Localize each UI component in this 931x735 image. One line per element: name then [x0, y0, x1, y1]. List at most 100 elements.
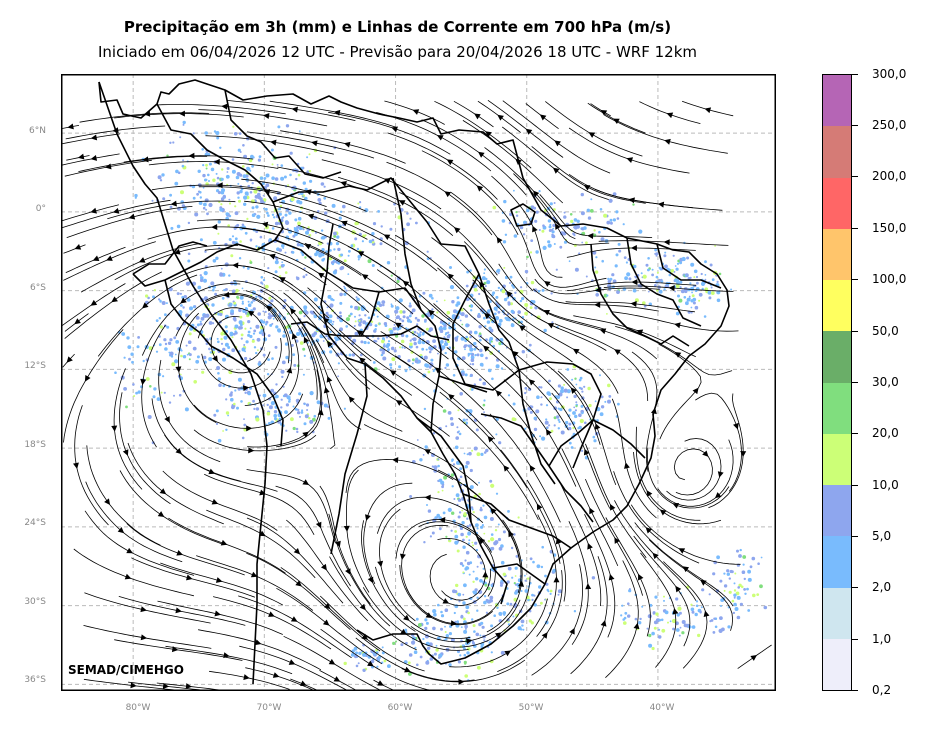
streamline: [210, 315, 271, 374]
streamlines: [61, 99, 772, 691]
precip-cell: [502, 530, 506, 534]
precip-cell: [461, 356, 466, 360]
streamline-arrow: [394, 322, 402, 329]
streamline: [197, 307, 265, 362]
precip-cell: [289, 173, 292, 177]
streamline: [551, 392, 611, 509]
streamline-arrow: [436, 135, 444, 141]
precip-cell: [549, 589, 553, 593]
streamline: [297, 318, 362, 430]
precip-cell: [308, 169, 312, 173]
precip-cell: [302, 373, 305, 376]
precip-cell: [544, 598, 546, 601]
precip-cell: [239, 315, 243, 319]
precip-cell: [432, 369, 435, 373]
streamline: [634, 522, 734, 607]
precip-cell: [716, 298, 721, 303]
precip-cell: [158, 298, 161, 301]
precip-cell: [580, 387, 583, 391]
precip-cell: [251, 182, 254, 185]
precip-cell: [709, 263, 713, 267]
precip-cell: [519, 225, 524, 230]
streamline-arrow: [272, 672, 280, 678]
precip-cell: [182, 159, 185, 162]
streamline-arrow: [67, 123, 74, 130]
precip-cell: [270, 401, 275, 406]
precip-cell: [533, 603, 537, 607]
streamline-arrow: [392, 457, 399, 464]
precip-cell: [158, 317, 161, 320]
precip-cell: [608, 198, 613, 203]
precip-cell: [411, 640, 416, 645]
precip-cell: [314, 252, 318, 257]
precip-cell: [445, 363, 450, 367]
precip-cell: [294, 407, 298, 411]
precip-cell: [380, 353, 384, 357]
precip-cell: [570, 446, 574, 449]
precip-cell: [130, 352, 134, 356]
precip-cell: [295, 398, 300, 403]
streamline-arrow: [633, 622, 640, 630]
streamline-arrow: [164, 416, 170, 423]
streamline-arrow: [302, 431, 309, 438]
streamline: [151, 398, 241, 482]
precip-cell: [474, 588, 478, 592]
precip-cell: [690, 306, 693, 309]
precip-cell: [428, 293, 433, 298]
precip-cell: [634, 275, 637, 278]
precip-cell: [728, 577, 731, 580]
precip-cell: [611, 273, 615, 277]
streamline: [532, 288, 659, 312]
precip-cell: [280, 406, 283, 409]
precip-cell: [362, 668, 366, 672]
precip-cell: [543, 328, 547, 333]
precip-cell: [242, 165, 245, 168]
streamline: [320, 628, 434, 691]
streamline: [387, 132, 498, 200]
lon-label: 70°W: [256, 703, 282, 713]
precip-cell: [255, 351, 258, 355]
precip-cell: [367, 259, 372, 264]
precip-cell: [249, 169, 252, 172]
streamline-arrow: [307, 213, 315, 220]
precip-cell: [529, 557, 533, 561]
streamline: [123, 155, 254, 163]
streamline: [399, 564, 493, 626]
precip-cell: [220, 331, 224, 336]
precip-cell: [459, 475, 463, 479]
streamline-arrow: [359, 603, 366, 611]
streamline: [246, 552, 351, 630]
map-background: [61, 74, 776, 691]
precip-cell: [733, 589, 737, 592]
precip-cell: [524, 589, 529, 593]
precip-cell: [448, 632, 452, 636]
precip-cell: [411, 338, 414, 341]
streamline-arrow: [495, 632, 502, 639]
precip-cell: [363, 340, 367, 345]
precip-cell: [689, 282, 692, 285]
precip-cell: [632, 203, 635, 206]
precip-cell: [476, 609, 479, 612]
streamline: [345, 459, 454, 493]
precip-cell: [492, 291, 496, 295]
streamline: [431, 237, 526, 328]
precip-cell: [320, 182, 325, 186]
precip-cell: [407, 359, 411, 363]
streamline-arrow: [185, 683, 192, 690]
precip-cell: [253, 346, 257, 349]
precip-cell: [487, 368, 492, 373]
colorbar-segment: [823, 536, 851, 588]
streamline-arrow: [246, 425, 253, 432]
colorbar-label: 50,0: [872, 324, 899, 338]
precip-cell: [321, 258, 325, 262]
streamline-arrow: [398, 200, 406, 206]
precip-cell: [249, 334, 253, 339]
streamline-arrow: [211, 223, 218, 230]
precip-cell: [204, 131, 208, 135]
precip-cell: [394, 309, 399, 314]
precip-cell: [256, 214, 261, 219]
precip-cell: [217, 438, 222, 443]
precip-cell: [379, 348, 383, 352]
streamline-arrow: [424, 449, 431, 455]
precip-cell: [173, 336, 177, 340]
